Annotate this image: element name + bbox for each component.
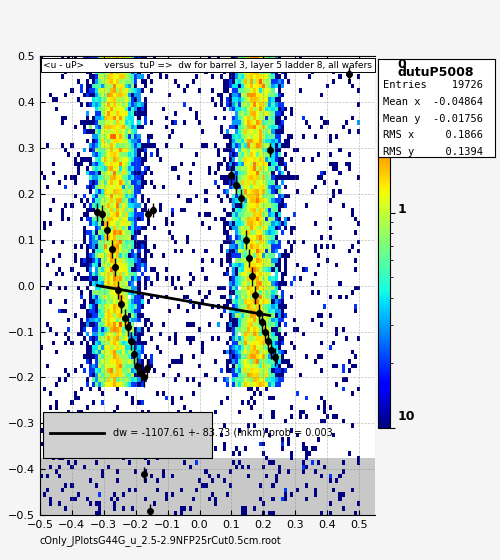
Text: dutuP5008: dutuP5008 — [398, 66, 474, 78]
Text: cOnly_JPlotsG44G_u_2.5-2.9NFP25rCut0.5cm.root: cOnly_JPlotsG44G_u_2.5-2.9NFP25rCut0.5cm… — [40, 535, 282, 546]
Text: <u - uP>       versus  tuP =>  dw for barrel 3, layer 5 ladder 8, all wafers: <u - uP> versus tuP => dw for barrel 3, … — [44, 60, 372, 69]
Text: 0: 0 — [398, 58, 406, 71]
FancyBboxPatch shape — [43, 412, 212, 458]
FancyBboxPatch shape — [40, 458, 375, 515]
Text: RMS x     0.1866: RMS x 0.1866 — [384, 130, 484, 141]
Text: 1: 1 — [398, 203, 406, 216]
Text: 10: 10 — [398, 410, 415, 423]
Text: RMS y     0.1394: RMS y 0.1394 — [384, 147, 484, 157]
Text: Mean x  -0.04864: Mean x -0.04864 — [384, 97, 484, 107]
Text: Mean y  -0.01756: Mean y -0.01756 — [384, 114, 484, 124]
Text: dw = -1107.61 +- 83.73 (mkm) prob = 0.003: dw = -1107.61 +- 83.73 (mkm) prob = 0.00… — [114, 427, 333, 437]
Text: Entries    19726: Entries 19726 — [384, 81, 484, 90]
